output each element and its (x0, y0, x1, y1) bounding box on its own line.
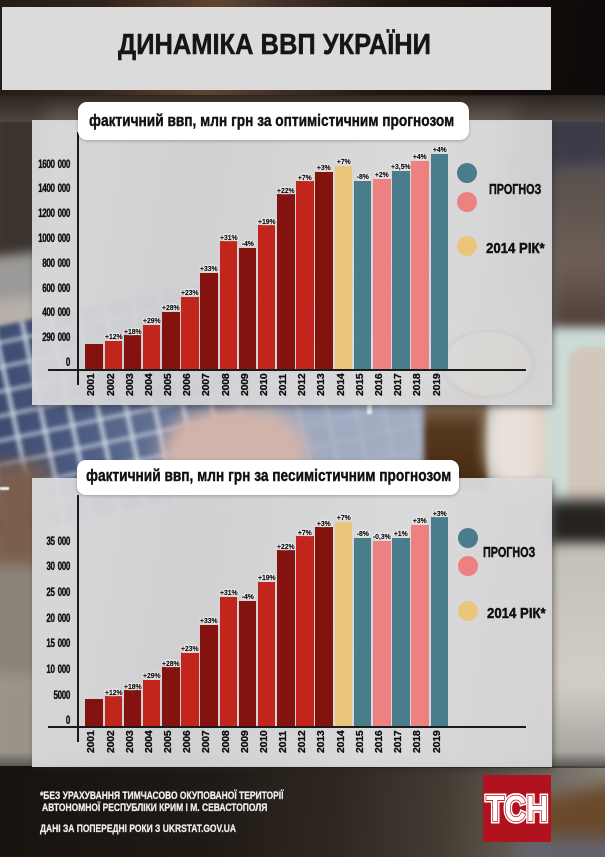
svg-text:ТСН: ТСН (486, 790, 548, 830)
svg-text:ТСН: ТСН (486, 790, 548, 830)
